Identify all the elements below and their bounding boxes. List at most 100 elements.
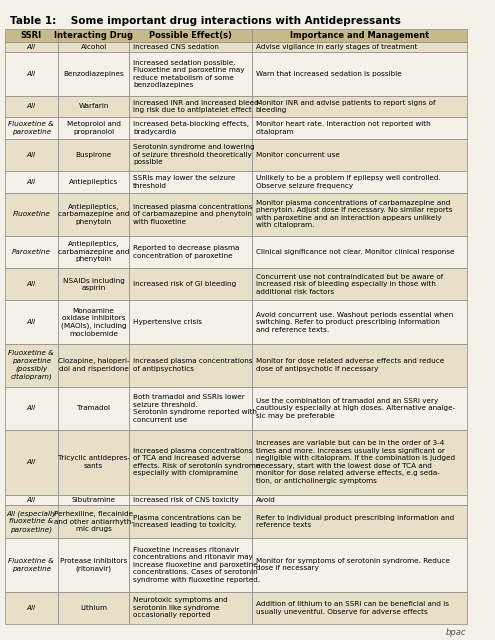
Bar — [5, 538, 58, 591]
Bar — [5, 29, 58, 42]
Text: Serotonin syndrome and lowering
of seizure threshold theoretically
possible: Serotonin syndrome and lowering of seizu… — [133, 145, 255, 165]
Text: Monitor plasma concentrations of carbamazepine and
phenytoin. Adjust dose if nec: Monitor plasma concentrations of carbama… — [255, 200, 452, 228]
Text: All: All — [27, 44, 36, 50]
Bar — [5, 430, 58, 495]
Bar — [129, 117, 252, 139]
Bar — [5, 236, 58, 268]
Bar — [129, 236, 252, 268]
Bar — [58, 506, 129, 538]
Bar — [252, 591, 467, 624]
Bar — [129, 193, 252, 236]
Text: Neurotoxic symptoms and
serotonin like syndrome
occasionally reported: Neurotoxic symptoms and serotonin like s… — [133, 597, 228, 618]
Text: Fluoxetine &
paroxetine
(possibly
citalopram): Fluoxetine & paroxetine (possibly citalo… — [8, 350, 54, 380]
Bar — [5, 139, 58, 171]
Bar — [58, 591, 129, 624]
Bar — [5, 171, 58, 193]
Bar — [58, 29, 129, 42]
Text: Increased CNS sedation: Increased CNS sedation — [133, 44, 219, 50]
Text: Increased plasma concentrations
of TCA and increased adverse
effects. Risk of se: Increased plasma concentrations of TCA a… — [133, 448, 260, 476]
Bar — [129, 538, 252, 591]
Bar — [252, 538, 467, 591]
Bar — [252, 430, 467, 495]
Text: Monitor for symptoms of serotonin syndrome. Reduce
dose if necessary: Monitor for symptoms of serotonin syndro… — [255, 558, 449, 572]
Text: All: All — [27, 103, 36, 109]
Bar — [58, 344, 129, 387]
Text: Table 1:    Some important drug interactions with Antidepressants: Table 1: Some important drug interaction… — [10, 16, 401, 26]
Bar — [58, 495, 129, 506]
Text: Antiepileptics: Antiepileptics — [69, 179, 118, 185]
Text: Tramadol: Tramadol — [77, 405, 110, 412]
Bar — [129, 387, 252, 430]
Text: Fluoxetine increases ritonavir
concentrations and ritonavir may
increase fluoxet: Fluoxetine increases ritonavir concentra… — [133, 547, 260, 582]
Bar — [58, 52, 129, 95]
Bar — [129, 430, 252, 495]
Text: Monitor INR and advise patients to report signs of
bleeding: Monitor INR and advise patients to repor… — [255, 100, 435, 113]
Bar — [58, 538, 129, 591]
Bar — [252, 268, 467, 300]
Text: Metoprolol and
propranolol: Metoprolol and propranolol — [67, 121, 121, 134]
Bar — [252, 344, 467, 387]
Bar — [129, 171, 252, 193]
Bar — [252, 52, 467, 95]
Bar — [58, 300, 129, 344]
Bar — [58, 387, 129, 430]
Text: Warn that increased sedation is possible: Warn that increased sedation is possible — [255, 71, 401, 77]
Bar — [58, 139, 129, 171]
Text: Monitor heart rate. Interaction not reported with
citalopram: Monitor heart rate. Interaction not repo… — [255, 121, 430, 134]
Text: Antiepileptics,
carbamazepine and
phenytoin: Antiepileptics, carbamazepine and phenyt… — [58, 241, 129, 262]
Text: Warfarin: Warfarin — [78, 103, 109, 109]
Text: All: All — [27, 319, 36, 325]
Text: Unlikely to be a problem if epilepsy well controlled.
Observe seizure frequency: Unlikely to be a problem if epilepsy wel… — [255, 175, 441, 189]
Text: NSAIDs including
aspirin: NSAIDs including aspirin — [63, 278, 125, 291]
Text: Avoid: Avoid — [255, 497, 276, 503]
Text: Increases are variable but can be in the order of 3-4
times and more. Increases : Increases are variable but can be in the… — [255, 440, 455, 484]
Bar — [129, 139, 252, 171]
Text: SSRIs may lower the seizure
threshold: SSRIs may lower the seizure threshold — [133, 175, 236, 189]
Bar — [58, 268, 129, 300]
Text: Benzodiazepines: Benzodiazepines — [63, 71, 124, 77]
Text: Increased plasma concentrations
of antipsychotics: Increased plasma concentrations of antip… — [133, 358, 253, 372]
Text: bpac: bpac — [446, 628, 467, 637]
Bar — [252, 506, 467, 538]
Bar — [5, 506, 58, 538]
Bar — [252, 95, 467, 117]
Bar — [5, 42, 58, 52]
Bar — [252, 42, 467, 52]
Bar — [129, 268, 252, 300]
Bar — [5, 52, 58, 95]
Text: All: All — [27, 405, 36, 412]
Text: SSRI: SSRI — [21, 31, 42, 40]
Bar — [129, 29, 252, 42]
Bar — [129, 506, 252, 538]
Text: All: All — [27, 179, 36, 185]
Text: Buspirone: Buspirone — [76, 152, 112, 158]
Text: Fluoxetine &
paroxetine: Fluoxetine & paroxetine — [8, 121, 54, 134]
Text: Both tramadol and SSRIs lower
seizure threshold.
Serotonin syndrome reported wit: Both tramadol and SSRIs lower seizure th… — [133, 394, 257, 422]
Bar — [58, 236, 129, 268]
Bar — [252, 139, 467, 171]
Text: Lithium: Lithium — [80, 605, 107, 611]
Text: All: All — [27, 71, 36, 77]
Text: All: All — [27, 605, 36, 611]
Bar — [5, 344, 58, 387]
Text: Interacting Drug: Interacting Drug — [54, 31, 133, 40]
Text: Tricyclic antidepres-
sants: Tricyclic antidepres- sants — [57, 456, 130, 469]
Text: Refer to individual product prescribing information and
reference texts: Refer to individual product prescribing … — [255, 515, 454, 528]
Bar — [129, 52, 252, 95]
Text: All: All — [27, 497, 36, 503]
Bar — [5, 193, 58, 236]
Text: Increased beta-blocking effects,
bradycardia: Increased beta-blocking effects, bradyca… — [133, 121, 249, 134]
Bar — [252, 300, 467, 344]
Bar — [252, 236, 467, 268]
Text: Clinical significance not clear. Monitor clinical response: Clinical significance not clear. Monitor… — [255, 249, 454, 255]
Bar — [5, 300, 58, 344]
Text: Clozapine, haloperi-
dol and risperidone: Clozapine, haloperi- dol and risperidone — [58, 358, 130, 372]
Text: Protease inhibitors
(ritonavir): Protease inhibitors (ritonavir) — [60, 557, 127, 572]
Text: Antiepileptics,
carbamazepine and
phenytoin: Antiepileptics, carbamazepine and phenyt… — [58, 204, 129, 225]
Text: Increased sedation possible.
Fluoxetine and paroxetine may
reduce metabolism of : Increased sedation possible. Fluoxetine … — [133, 60, 245, 88]
Bar — [58, 95, 129, 117]
Text: Plasma concentrations can be
increased leading to toxicity.: Plasma concentrations can be increased l… — [133, 515, 242, 528]
Text: Increased INR and increased bleed-
ing risk due to antiplatelet effect: Increased INR and increased bleed- ing r… — [133, 100, 261, 113]
Text: Concurrent use not contraindicated but be aware of
increased risk of bleeding es: Concurrent use not contraindicated but b… — [255, 274, 443, 295]
Bar — [5, 268, 58, 300]
